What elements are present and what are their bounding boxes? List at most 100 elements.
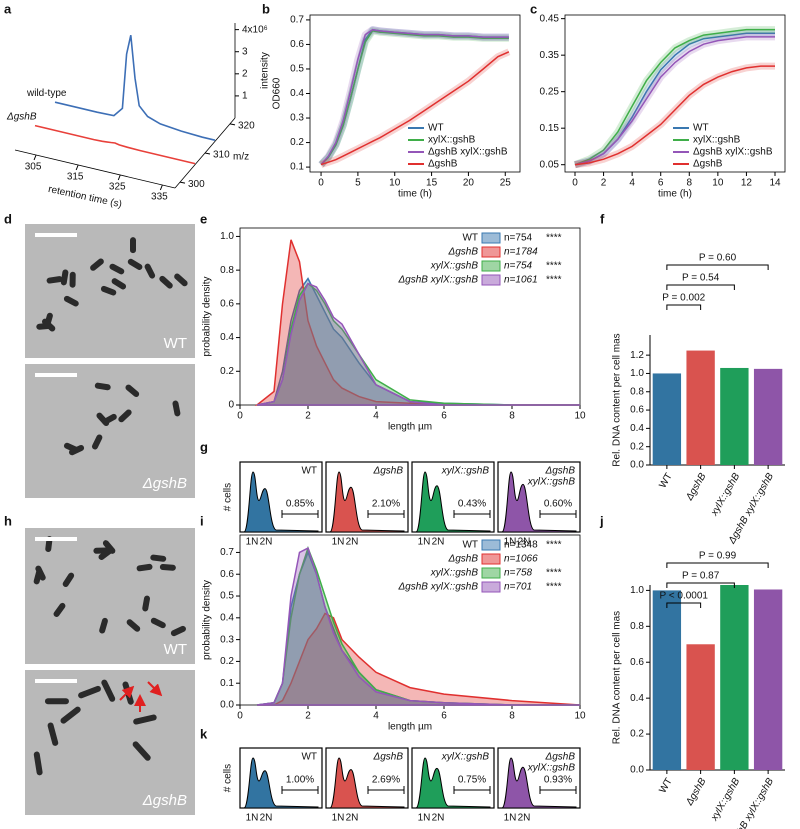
- gate: [539, 510, 577, 518]
- y-tick-label: 0.0: [630, 765, 644, 776]
- x-tick-label: 8: [509, 711, 515, 722]
- gate-label: 0.85%: [286, 499, 314, 510]
- y-tick-label: 0.25: [540, 86, 560, 97]
- cell: [109, 263, 125, 275]
- x-tick-label: 0: [318, 178, 324, 189]
- y-tick-label: 0.2: [630, 441, 644, 452]
- cell: [126, 619, 141, 632]
- plot-frame: [564, 14, 786, 173]
- cell: [159, 275, 173, 289]
- bracket: [666, 304, 702, 310]
- gate-label: 0.43%: [458, 499, 486, 510]
- x-tick-label: 0: [237, 711, 243, 722]
- x-tick-label: 8: [509, 411, 515, 422]
- cell: [47, 722, 59, 746]
- x-tick-label: 1N: [246, 537, 259, 548]
- x-tick-label: 2N: [260, 537, 273, 548]
- panel-letter: e: [200, 211, 207, 226]
- x-tick-label: xylX::gshB: [709, 776, 743, 824]
- legend-stars: ****: [546, 582, 562, 593]
- x-axis-label: time (h): [658, 189, 692, 200]
- x-tick-label: 6: [441, 411, 447, 422]
- legend-count: n=1348: [504, 540, 538, 551]
- x-tick-label: 2: [305, 711, 311, 722]
- cell: [33, 568, 43, 585]
- x-tick-label: 10: [712, 178, 724, 189]
- panel-letter: i: [200, 513, 204, 528]
- panel-letter: f: [600, 211, 605, 226]
- bracket: [666, 582, 735, 588]
- legend-label: ΔgshB: [447, 247, 478, 258]
- histogram-shape: [243, 471, 319, 533]
- genotype-label: xylX::gshB: [441, 752, 490, 763]
- x-tick-label: 8: [687, 178, 693, 189]
- x-tick-label: 1N: [504, 537, 517, 548]
- legend-stars: ****: [546, 540, 562, 551]
- x-tick-label: ΔgshB: [684, 471, 709, 503]
- cell: [101, 679, 116, 702]
- p-value: P = 0.002: [662, 293, 705, 304]
- genotype-label: xylX::gshB: [527, 477, 576, 488]
- legend-swatch: [481, 232, 501, 244]
- trace: [34, 124, 196, 165]
- y-tick-label: 0.35: [540, 50, 560, 61]
- legend-stars: ****: [546, 275, 562, 286]
- x-axis-label: length µm: [388, 722, 432, 733]
- z-tick-label: 310: [213, 150, 230, 161]
- x-tick-label: 1N: [418, 813, 431, 824]
- y-axis-label: intensity: [260, 52, 271, 89]
- legend-count: n=754: [504, 261, 533, 272]
- line: [574, 65, 775, 166]
- line: [320, 28, 509, 166]
- cell: [150, 554, 167, 562]
- p-value: P = 0.54: [682, 273, 720, 284]
- y-tick-label: 0.6: [630, 405, 644, 416]
- cell: [69, 271, 76, 288]
- x-tick-label: 2N: [518, 813, 531, 824]
- ci-band: [573, 26, 775, 168]
- legend-label: WT: [693, 123, 709, 134]
- legend-swatch: [481, 260, 501, 272]
- histogram-shape: [415, 471, 491, 533]
- legend-label: ΔgshB: [693, 159, 723, 170]
- z-tick: [179, 181, 186, 184]
- legend-swatch: [481, 539, 501, 551]
- gate: [281, 786, 319, 794]
- p-value: P = 0.87: [682, 571, 720, 582]
- x-tick-label: 2N: [346, 813, 359, 824]
- image-label: WT: [164, 335, 187, 352]
- x-tick-label: 325: [109, 182, 126, 193]
- bar: [686, 350, 715, 465]
- cell: [44, 698, 69, 705]
- y-tick-label: 4x10⁶: [242, 24, 268, 35]
- x-tick-label: 2N: [432, 537, 445, 548]
- legend-count: n=754: [504, 233, 533, 244]
- y-axis-label: # cells: [223, 483, 234, 511]
- y-tick-label: 0.2: [290, 137, 304, 148]
- legend-label: xylX::gshB: [693, 135, 741, 146]
- y-tick-label: 0.8: [220, 265, 234, 276]
- y-tick-label: 1.2: [630, 350, 644, 361]
- legend-count: n=1784: [504, 247, 538, 258]
- y-tick-label: 0.4: [220, 332, 234, 343]
- gate-label: 2.10%: [372, 499, 400, 510]
- arrow: [119, 685, 135, 701]
- gate: [539, 786, 577, 794]
- y-tick-label: 0.7: [220, 547, 234, 558]
- density: [257, 612, 581, 706]
- y-tick-label: 1: [242, 91, 248, 102]
- x-tick-label: 14: [769, 178, 781, 189]
- legend-label: xylX::gshB: [430, 568, 479, 579]
- legend-count: n=1061: [504, 275, 538, 286]
- gate-label: 1.00%: [286, 775, 314, 786]
- x-tick-label: 12: [741, 178, 753, 189]
- x-tick-label: 6: [658, 178, 664, 189]
- x-tick-label: 1N: [332, 537, 345, 548]
- x-tick-label: 15: [426, 178, 438, 189]
- y-tick-label: 0.7: [290, 15, 304, 26]
- histogram-shape: [415, 757, 491, 809]
- x-tick: [117, 174, 121, 181]
- trace: [54, 35, 216, 141]
- cell: [53, 602, 66, 617]
- y-tick-label: 0.6: [290, 39, 304, 50]
